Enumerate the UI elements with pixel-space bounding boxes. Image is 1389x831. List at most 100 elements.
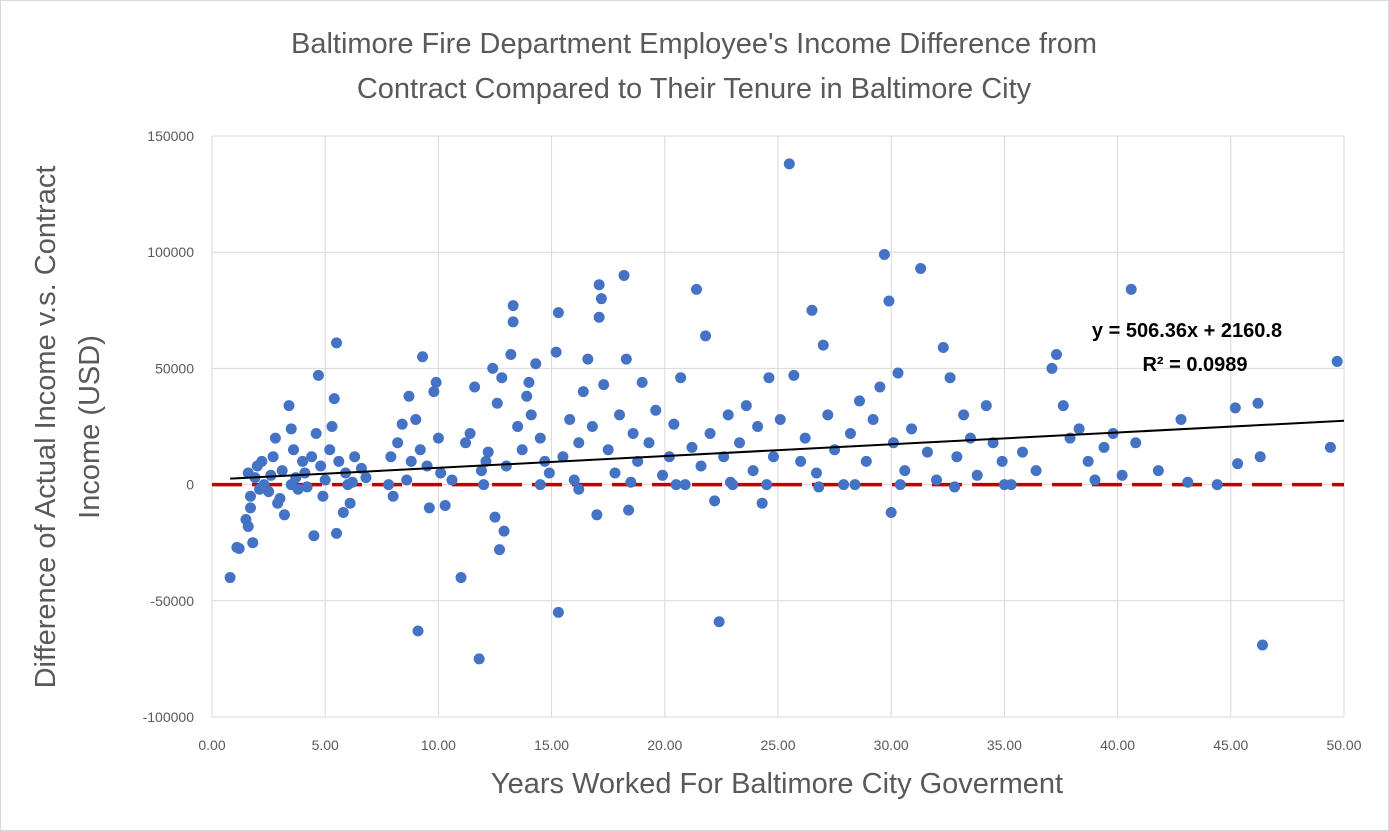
data-point — [885, 506, 897, 518]
data-point — [675, 372, 687, 384]
data-point — [614, 409, 626, 421]
data-point — [428, 386, 440, 398]
data-point — [403, 390, 415, 402]
data-point — [267, 451, 279, 463]
data-point — [1252, 397, 1264, 409]
data-point — [593, 279, 605, 291]
data-point — [557, 451, 569, 463]
data-point — [489, 511, 501, 523]
data-point — [761, 479, 773, 491]
data-point — [568, 474, 580, 486]
data-point — [1229, 402, 1241, 414]
data-point — [346, 476, 358, 488]
data-point — [829, 444, 841, 456]
data-point — [312, 369, 324, 381]
data-point — [854, 395, 866, 407]
data-point — [396, 418, 408, 430]
data-point — [430, 376, 442, 388]
data-point — [971, 469, 983, 481]
data-point — [620, 353, 632, 365]
data-point — [887, 437, 899, 449]
data-point — [747, 465, 759, 477]
data-point — [331, 527, 343, 539]
data-point — [1331, 355, 1343, 367]
data-point — [496, 372, 508, 384]
data-point — [274, 493, 286, 505]
data-point — [278, 509, 290, 521]
data-point — [595, 293, 607, 305]
data-point — [625, 476, 637, 488]
data-point — [360, 472, 372, 484]
x-tick-label: 15.00 — [534, 737, 569, 753]
data-point — [550, 346, 562, 358]
data-point — [1116, 469, 1128, 481]
data-point — [838, 479, 850, 491]
data-point — [958, 409, 970, 421]
data-point — [385, 451, 397, 463]
data-point — [996, 455, 1008, 467]
data-point — [244, 490, 256, 502]
chart-title-line-2: Contract Compared to Their Tenure in Bal… — [357, 73, 1032, 105]
data-point — [297, 455, 309, 467]
y-tick-label: -100000 — [143, 709, 195, 725]
data-point — [306, 451, 318, 463]
data-point — [844, 427, 856, 439]
data-point — [591, 509, 603, 521]
data-point — [783, 158, 795, 170]
data-point — [265, 469, 277, 481]
data-point — [1175, 414, 1187, 426]
data-point — [860, 455, 872, 467]
data-point — [455, 572, 467, 584]
data-point — [344, 497, 356, 509]
trendline-line — [230, 419, 1345, 480]
data-point — [475, 465, 487, 477]
x-tick-label: 50.00 — [1326, 737, 1361, 753]
x-tick-label: 45.00 — [1213, 737, 1248, 753]
data-point — [383, 479, 395, 491]
data-point — [894, 479, 906, 491]
data-point — [256, 455, 268, 467]
data-point — [552, 606, 564, 618]
data-point — [1152, 465, 1164, 477]
x-tick-label: 0.00 — [198, 737, 225, 753]
data-point — [695, 460, 707, 472]
data-point — [609, 467, 621, 479]
data-point — [949, 481, 961, 493]
data-point — [498, 525, 510, 537]
data-point — [331, 337, 343, 349]
data-point — [423, 502, 435, 514]
data-point — [582, 353, 594, 365]
data-point — [813, 481, 825, 493]
data-point — [1046, 362, 1058, 374]
data-point — [439, 500, 451, 512]
x-tick-label: 5.00 — [312, 737, 339, 753]
data-point — [573, 437, 585, 449]
data-point — [487, 362, 499, 374]
data-point — [263, 486, 275, 498]
data-point — [657, 469, 669, 481]
data-point — [734, 437, 746, 449]
data-point — [1254, 451, 1266, 463]
data-point — [577, 386, 589, 398]
data-point — [301, 481, 313, 493]
data-point — [799, 432, 811, 444]
data-point — [276, 465, 288, 477]
data-point — [432, 432, 444, 444]
data-point — [410, 414, 422, 426]
data-point — [285, 479, 297, 491]
data-points — [224, 158, 1343, 665]
data-point — [308, 530, 320, 542]
data-point — [337, 506, 349, 518]
data-point — [392, 437, 404, 449]
data-point — [1182, 476, 1194, 488]
data-point — [1324, 441, 1336, 453]
data-point — [906, 423, 918, 435]
data-point — [724, 476, 736, 488]
y-tick-label: 50000 — [155, 360, 194, 376]
data-point — [417, 351, 429, 363]
data-point — [1125, 283, 1137, 295]
data-point — [505, 348, 517, 360]
data-point — [491, 397, 503, 409]
data-point — [310, 427, 322, 439]
